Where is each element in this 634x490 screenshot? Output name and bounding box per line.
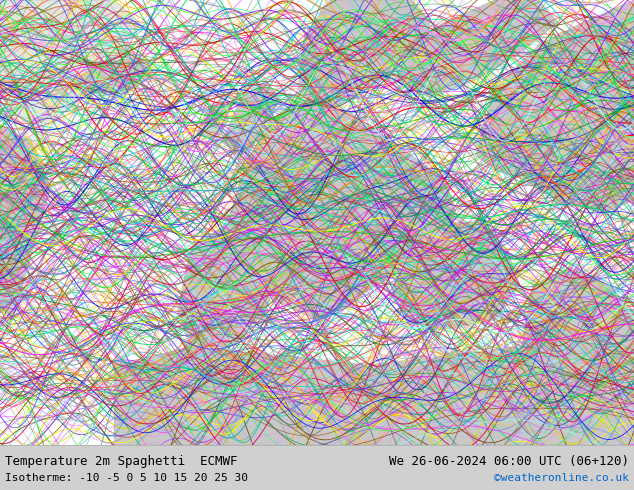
- Polygon shape: [393, 222, 520, 329]
- Polygon shape: [114, 347, 634, 445]
- Polygon shape: [476, 0, 634, 214]
- Polygon shape: [197, 98, 228, 143]
- Polygon shape: [520, 267, 634, 374]
- Text: Isotherme: -10 -5 0 5 10 15 20 25 30: Isotherme: -10 -5 0 5 10 15 20 25 30: [5, 473, 248, 483]
- Text: We 26-06-2024 06:00 UTC (06+120): We 26-06-2024 06:00 UTC (06+120): [389, 455, 629, 468]
- Polygon shape: [222, 80, 279, 156]
- Polygon shape: [178, 222, 279, 347]
- Polygon shape: [298, 0, 431, 111]
- Text: ©weatheronline.co.uk: ©weatheronline.co.uk: [494, 473, 629, 483]
- Polygon shape: [0, 0, 139, 124]
- Polygon shape: [393, 0, 558, 98]
- Polygon shape: [76, 58, 152, 94]
- Polygon shape: [323, 200, 374, 302]
- Polygon shape: [222, 98, 456, 320]
- Polygon shape: [0, 124, 51, 320]
- Text: Temperature 2m Spaghetti  ECMWF: Temperature 2m Spaghetti ECMWF: [5, 455, 238, 468]
